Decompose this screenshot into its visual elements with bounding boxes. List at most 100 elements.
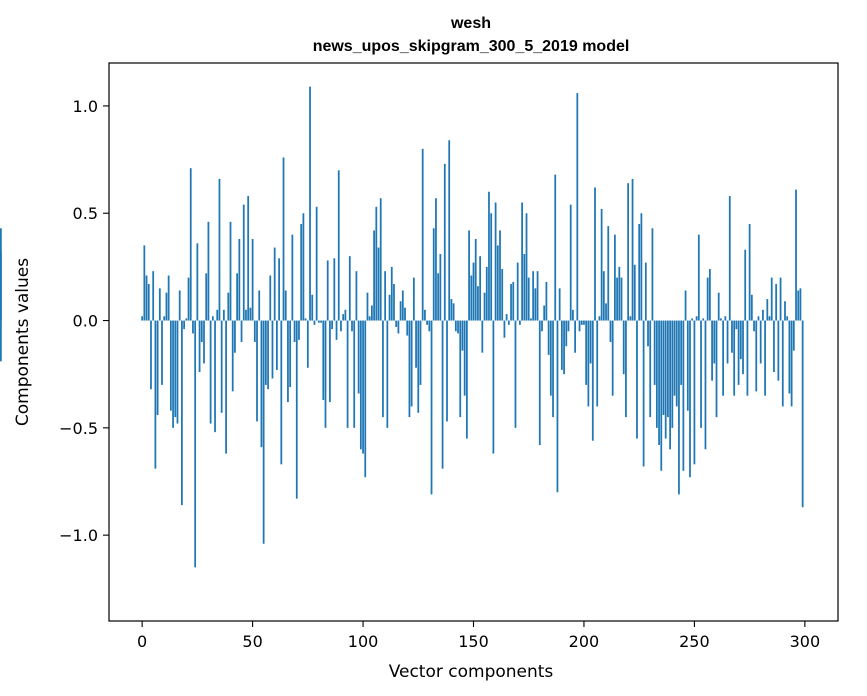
bar bbox=[622, 320, 625, 375]
bar bbox=[452, 303, 455, 321]
bar bbox=[572, 309, 574, 321]
bar bbox=[410, 320, 413, 407]
bar bbox=[397, 320, 400, 334]
bar bbox=[547, 320, 550, 355]
bar bbox=[472, 262, 475, 321]
bar bbox=[147, 284, 150, 321]
bar bbox=[222, 309, 225, 321]
bar bbox=[516, 262, 519, 321]
bar bbox=[530, 318, 532, 321]
bar bbox=[777, 320, 780, 381]
bar bbox=[625, 320, 627, 418]
bar bbox=[702, 318, 705, 321]
bar bbox=[708, 269, 711, 321]
bar bbox=[496, 245, 499, 321]
bar bbox=[412, 277, 415, 321]
bar bbox=[558, 288, 561, 321]
bar bbox=[362, 320, 364, 454]
bar bbox=[393, 284, 395, 321]
bar bbox=[673, 320, 676, 396]
bar bbox=[461, 320, 464, 351]
bar bbox=[605, 303, 607, 321]
bar bbox=[353, 320, 356, 428]
bar bbox=[348, 256, 351, 321]
bar bbox=[580, 320, 583, 325]
bar bbox=[591, 320, 594, 441]
bar bbox=[541, 320, 543, 332]
bar bbox=[795, 189, 797, 321]
bar bbox=[488, 191, 490, 321]
bar bbox=[322, 320, 325, 400]
bar bbox=[198, 320, 201, 373]
bar bbox=[189, 168, 192, 321]
bar bbox=[724, 316, 727, 321]
bar bbox=[302, 213, 305, 321]
bar bbox=[187, 277, 190, 321]
bar bbox=[364, 320, 367, 478]
bar bbox=[640, 213, 643, 321]
bar bbox=[653, 320, 656, 385]
bar bbox=[337, 170, 340, 321]
bar bbox=[315, 206, 318, 321]
bar bbox=[280, 320, 283, 465]
bar bbox=[271, 320, 274, 379]
bar bbox=[437, 273, 440, 321]
bar bbox=[715, 320, 718, 418]
bar bbox=[494, 202, 497, 321]
bar bbox=[441, 320, 444, 469]
bar bbox=[203, 320, 205, 364]
bar bbox=[156, 320, 159, 415]
bar bbox=[477, 286, 479, 321]
bar bbox=[209, 320, 212, 424]
bar bbox=[609, 320, 612, 342]
bar bbox=[143, 245, 146, 321]
bar bbox=[538, 320, 541, 446]
bar bbox=[298, 320, 300, 340]
bar bbox=[309, 86, 311, 321]
bar bbox=[563, 320, 565, 375]
bar bbox=[764, 320, 766, 396]
bar bbox=[680, 320, 683, 385]
bar bbox=[304, 318, 307, 321]
bar bbox=[340, 320, 342, 332]
bar bbox=[459, 320, 462, 418]
bar bbox=[503, 320, 506, 338]
bar bbox=[236, 273, 239, 321]
bar bbox=[439, 254, 442, 321]
bar bbox=[733, 320, 736, 396]
y-axis-label: Components values bbox=[13, 258, 33, 426]
bar bbox=[642, 320, 645, 467]
bar bbox=[183, 320, 185, 330]
bar bbox=[470, 275, 473, 321]
bar bbox=[346, 320, 349, 428]
bar bbox=[313, 320, 316, 325]
bar bbox=[492, 320, 495, 454]
bar bbox=[468, 230, 470, 321]
bar bbox=[490, 213, 493, 321]
bar bbox=[342, 314, 345, 321]
bar bbox=[448, 140, 451, 321]
bar bbox=[746, 320, 749, 396]
bar bbox=[214, 320, 216, 433]
bar bbox=[788, 320, 791, 394]
bar bbox=[386, 320, 389, 428]
bar bbox=[779, 277, 782, 321]
bar bbox=[651, 228, 654, 321]
bar bbox=[176, 320, 179, 424]
bar bbox=[755, 320, 758, 392]
bar bbox=[638, 223, 641, 321]
bar bbox=[269, 275, 272, 321]
bar bbox=[773, 320, 775, 373]
bar bbox=[454, 320, 457, 332]
bar bbox=[426, 320, 428, 325]
bar bbox=[507, 320, 510, 325]
bar bbox=[766, 299, 769, 321]
bar bbox=[600, 208, 603, 321]
bar bbox=[589, 320, 592, 364]
bar bbox=[660, 320, 663, 471]
bar bbox=[150, 320, 152, 390]
bar bbox=[726, 320, 729, 364]
bar bbox=[368, 316, 371, 321]
